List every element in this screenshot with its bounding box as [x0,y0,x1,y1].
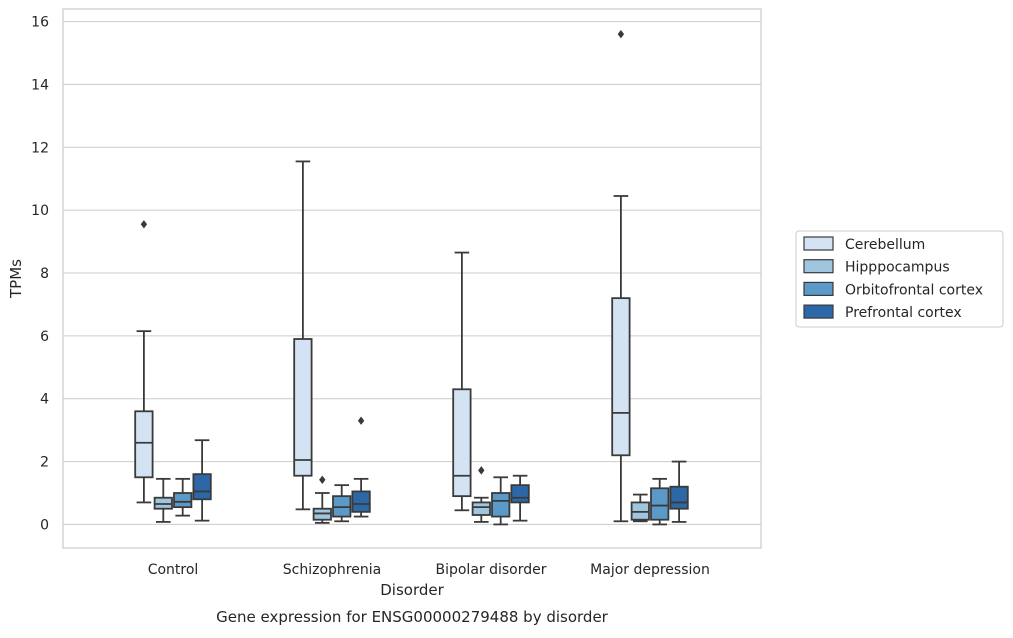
box-group [510,474,530,522]
legend-swatch [803,304,834,319]
x-tick-label: Control [148,562,199,578]
legend-label: Prefrontal cortex [845,305,962,321]
box-group [351,416,371,518]
box-group [452,251,472,512]
y-tick-label: 16 [31,15,49,31]
box-group [611,29,631,523]
x-tick-label: Major depression [590,562,710,578]
outlier-point [478,466,485,475]
legend-label: Hipppocampus [845,260,950,276]
box [351,490,371,513]
grid-layer [63,21,761,525]
y-tick-label: 12 [31,140,49,156]
outlier-point [357,416,365,425]
x-tick-label: Bipolar disorder [435,562,546,578]
legend-swatch [803,259,834,274]
y-tick-label: 6 [40,329,49,345]
y-tick-label: 8 [40,266,49,282]
y-tick-label: 10 [31,203,49,219]
box [192,473,212,501]
box-group [173,477,193,517]
x-tick-label: Schizophrenia [283,562,381,578]
box [452,388,472,498]
plot-frame [62,8,762,549]
legend: Cerebellum Hipppocampus Orbitofrontal cort… [795,230,1004,328]
y-tick-label: 14 [31,77,49,93]
y-tick-label: 4 [40,392,49,408]
box-group [153,477,173,523]
y-tick-labels: 0 2 4 6 8 10 12 14 16 [31,15,49,534]
box [173,492,193,509]
box-group [650,477,670,526]
x-axis-label: Disorder [380,581,444,599]
y-axis-label: TPMs [7,259,25,299]
box [669,485,689,510]
box-group [293,160,313,511]
box [491,492,511,518]
box-group [471,466,491,523]
legend-label: Orbitofrontal cortex [845,282,983,298]
y-tick-label: 2 [40,455,49,471]
x-tick-labels: Control Schizophrenia Bipolar disorder Majo… [148,562,710,578]
outlier-point [617,29,625,39]
box-group [134,220,154,504]
box [510,484,530,504]
outlier-point [319,475,326,484]
box [293,338,313,477]
box-group [630,493,650,523]
box-group [491,476,511,526]
legend-label: Cerebellum [845,237,925,253]
box-group [669,460,689,523]
box [611,297,631,457]
box [650,487,670,521]
legend-swatch [803,281,834,296]
chart-title: Gene expression for ENSG00000279488 by d… [216,608,609,626]
box [134,410,154,479]
box-group [192,439,212,522]
legend-swatch [803,236,834,251]
box-layer [134,29,689,526]
outlier-point [140,220,148,229]
box-group [312,475,332,524]
box-group [332,484,352,523]
legend-frame [795,230,1004,328]
y-tick-label: 0 [40,517,49,533]
box [471,501,491,516]
